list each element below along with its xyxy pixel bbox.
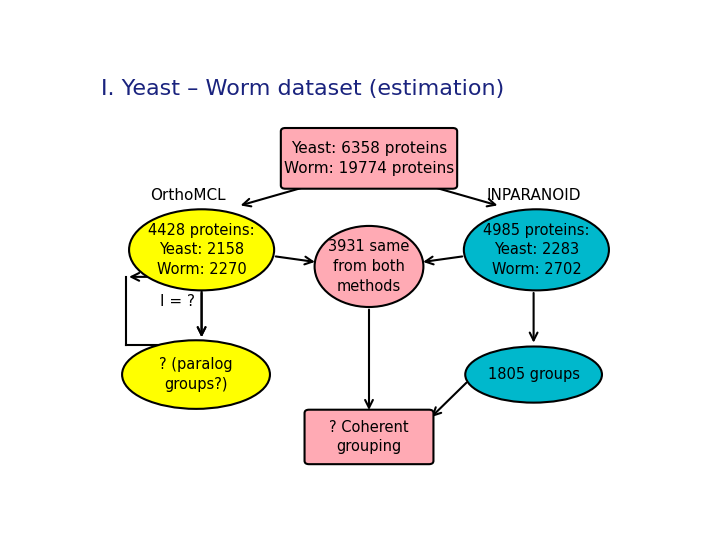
Text: INPARANOID: INPARANOID bbox=[487, 188, 581, 203]
Ellipse shape bbox=[315, 226, 423, 307]
FancyBboxPatch shape bbox=[281, 128, 457, 188]
FancyBboxPatch shape bbox=[305, 410, 433, 464]
Text: 1805 groups: 1805 groups bbox=[487, 367, 580, 382]
Ellipse shape bbox=[464, 210, 609, 291]
Ellipse shape bbox=[465, 347, 602, 403]
Text: I = ?: I = ? bbox=[160, 294, 194, 309]
Text: 4428 proteins:
Yeast: 2158
Worm: 2270: 4428 proteins: Yeast: 2158 Worm: 2270 bbox=[148, 222, 255, 277]
Text: 4985 proteins:
Yeast: 2283
Worm: 2702: 4985 proteins: Yeast: 2283 Worm: 2702 bbox=[483, 222, 590, 277]
Text: Yeast: 6358 proteins
Worm: 19774 proteins: Yeast: 6358 proteins Worm: 19774 protein… bbox=[284, 141, 454, 176]
Text: 3931 same
from both
methods: 3931 same from both methods bbox=[328, 239, 410, 294]
Text: OrthoMCL: OrthoMCL bbox=[150, 188, 225, 203]
Ellipse shape bbox=[122, 340, 270, 409]
Text: ? Coherent
grouping: ? Coherent grouping bbox=[329, 420, 409, 454]
Text: ? (paralog
groups?): ? (paralog groups?) bbox=[159, 357, 233, 392]
Ellipse shape bbox=[129, 210, 274, 291]
Text: I. Yeast – Worm dataset (estimation): I. Yeast – Worm dataset (estimation) bbox=[101, 79, 505, 99]
